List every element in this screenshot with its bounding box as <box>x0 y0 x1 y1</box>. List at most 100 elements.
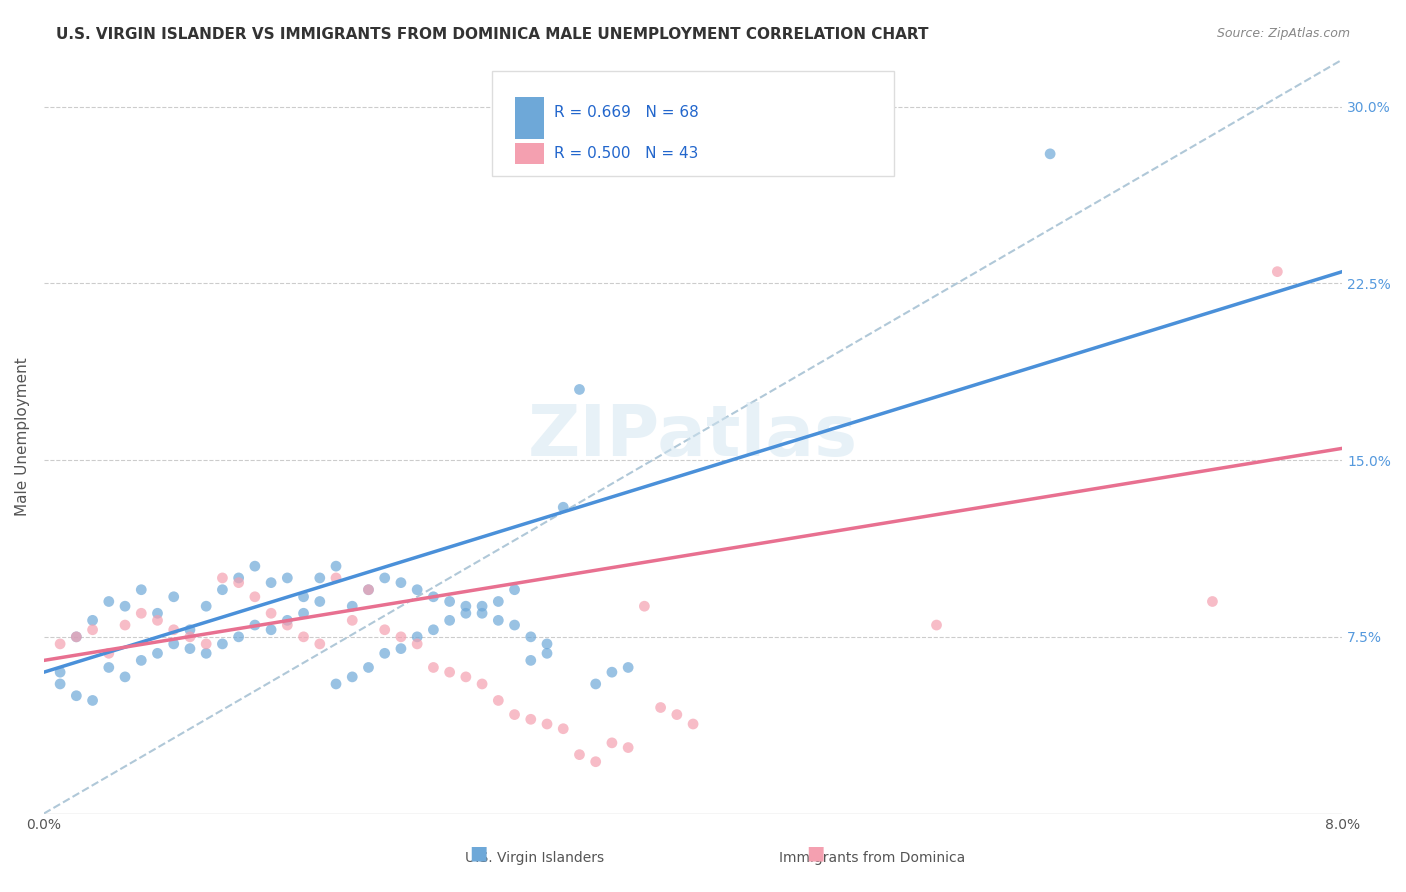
Point <box>536 717 558 731</box>
Point <box>195 637 218 651</box>
Point <box>374 571 396 585</box>
Point <box>325 677 347 691</box>
Point <box>422 623 444 637</box>
Point <box>471 599 494 614</box>
Point <box>503 707 526 722</box>
Point <box>422 660 444 674</box>
Text: R = 0.669   N = 68: R = 0.669 N = 68 <box>554 105 699 120</box>
Point <box>163 590 186 604</box>
Point <box>243 559 266 574</box>
Point <box>553 500 575 515</box>
Point <box>439 613 461 627</box>
FancyBboxPatch shape <box>515 143 544 163</box>
Point <box>374 623 396 637</box>
Point <box>195 599 218 614</box>
Point <box>1265 265 1288 279</box>
Point <box>308 637 330 651</box>
Point <box>600 665 623 680</box>
Text: Immigrants from Dominica: Immigrants from Dominica <box>779 851 965 865</box>
Point <box>146 613 169 627</box>
Point <box>82 613 104 627</box>
Point <box>503 618 526 632</box>
Point <box>520 712 543 726</box>
Point <box>633 599 655 614</box>
Point <box>422 590 444 604</box>
Point <box>357 582 380 597</box>
Point <box>342 613 364 627</box>
Point <box>114 670 136 684</box>
Point <box>617 660 640 674</box>
Point <box>1201 594 1223 608</box>
Point <box>146 646 169 660</box>
Point <box>49 637 72 651</box>
Point <box>129 607 152 621</box>
Point <box>114 618 136 632</box>
Text: U.S. VIRGIN ISLANDER VS IMMIGRANTS FROM DOMINICA MALE UNEMPLOYMENT CORRELATION C: U.S. VIRGIN ISLANDER VS IMMIGRANTS FROM … <box>56 27 929 42</box>
Point <box>406 630 429 644</box>
Point <box>97 660 120 674</box>
Point <box>179 623 201 637</box>
Point <box>389 641 412 656</box>
Point <box>65 689 87 703</box>
Point <box>243 618 266 632</box>
Point <box>374 646 396 660</box>
Point <box>439 665 461 680</box>
Point <box>243 590 266 604</box>
Point <box>585 677 607 691</box>
Point <box>1039 146 1062 161</box>
Point <box>65 630 87 644</box>
Point <box>179 630 201 644</box>
Point <box>211 637 233 651</box>
Point <box>406 637 429 651</box>
Point <box>228 571 250 585</box>
Point <box>260 623 283 637</box>
Point <box>129 653 152 667</box>
FancyBboxPatch shape <box>515 97 544 139</box>
Point <box>553 722 575 736</box>
Point <box>665 707 688 722</box>
Point <box>146 607 169 621</box>
Point <box>82 693 104 707</box>
Point <box>325 559 347 574</box>
Point <box>292 590 315 604</box>
Point <box>292 630 315 644</box>
Point <box>600 736 623 750</box>
Text: ■: ■ <box>468 844 488 863</box>
Point <box>179 641 201 656</box>
Point <box>114 599 136 614</box>
Point <box>471 607 494 621</box>
Point <box>536 637 558 651</box>
Point <box>342 599 364 614</box>
Text: ZIPatlas: ZIPatlas <box>529 402 858 471</box>
Point <box>682 717 704 731</box>
Text: ■: ■ <box>806 844 825 863</box>
Point <box>486 693 509 707</box>
Point <box>503 582 526 597</box>
Point <box>292 607 315 621</box>
Point <box>228 630 250 644</box>
Point <box>97 646 120 660</box>
Point <box>568 747 591 762</box>
Point <box>308 571 330 585</box>
Point <box>357 660 380 674</box>
Point <box>260 607 283 621</box>
Point <box>486 613 509 627</box>
Point <box>471 677 494 691</box>
FancyBboxPatch shape <box>492 70 894 177</box>
Point <box>520 630 543 644</box>
Point <box>585 755 607 769</box>
Point <box>617 740 640 755</box>
Point <box>82 623 104 637</box>
Point <box>454 670 477 684</box>
Text: Source: ZipAtlas.com: Source: ZipAtlas.com <box>1216 27 1350 40</box>
Point <box>129 582 152 597</box>
Point <box>454 607 477 621</box>
Point <box>276 613 298 627</box>
Point <box>454 599 477 614</box>
Point <box>276 618 298 632</box>
Point <box>49 677 72 691</box>
Point <box>195 646 218 660</box>
Text: R = 0.500   N = 43: R = 0.500 N = 43 <box>554 146 699 161</box>
Y-axis label: Male Unemployment: Male Unemployment <box>15 357 30 516</box>
Point <box>97 594 120 608</box>
